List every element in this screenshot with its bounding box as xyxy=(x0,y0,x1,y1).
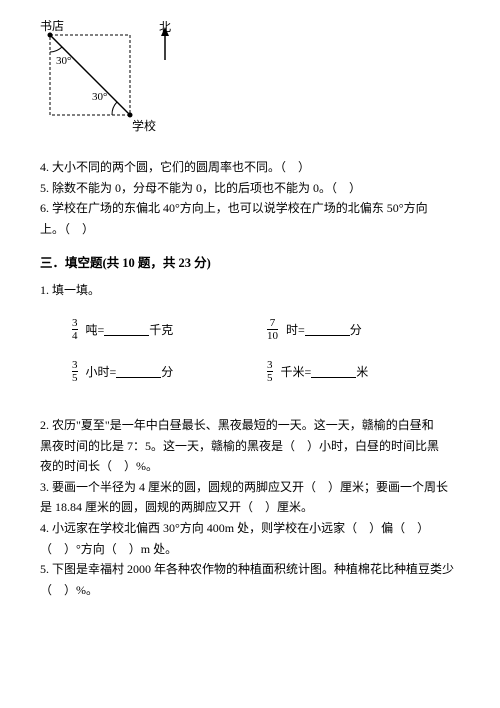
fill-q3-line2: 是 18.84 厘米的圆，圆规的两脚应又开（ ）厘米。 xyxy=(40,498,460,517)
fill-q3-line1: 3. 要画一个半径为 4 厘米的圆，圆规的两脚应又开（ ）厘米；要画一个周长 xyxy=(40,478,460,497)
unit-label: 吨= xyxy=(86,321,105,338)
north-label: 北 xyxy=(159,20,171,34)
angle2-label: 30° xyxy=(92,91,107,103)
school-label: 学校 xyxy=(132,118,156,133)
fill-q2-line2: 黑夜时间的比是 7：5。这一天，赣榆的黑夜是（ ）小时，白昼的时间比黑 xyxy=(40,437,460,456)
fill-q5-line1: 5. 下图是幸福村 2000 年各种农作物的种植面积统计图。种植棉花比种植豆类少 xyxy=(40,560,460,579)
unit-label: 分 xyxy=(350,321,362,338)
section3-title: 三．填空题(共 10 题，共 23 分) xyxy=(40,252,460,271)
unit-label: 小时= xyxy=(86,363,117,380)
unit-label: 米 xyxy=(356,363,368,380)
tf-q5: 5. 除数不能为 0，分母不能为 0，比的后项也不能为 0。（ ） xyxy=(40,179,460,198)
diagram-svg: 30° 30° 书店 学校 北 xyxy=(40,20,200,140)
blank-input[interactable] xyxy=(104,323,149,336)
blank-input[interactable] xyxy=(116,365,161,378)
fill-q5-line2: （ ）%。 xyxy=(40,581,460,600)
fill-item-2: 35 小时= 分 xyxy=(40,360,265,384)
fill-q4-line1: 4. 小远家在学校北偏西 30°方向 400m 处，则学校在小远家（ ）偏（ ） xyxy=(40,519,460,538)
tf-q6-line1: 6. 学校在广场的东偏北 40°方向上，也可以说学校在广场的北偏东 50°方向 xyxy=(40,199,460,218)
fill-row-1: 34 吨= 千克 710 时= 分 xyxy=(40,318,460,342)
bookstore-label: 书店 xyxy=(40,20,64,33)
fill-item-3: 35 千米= 米 xyxy=(265,360,460,384)
fill-q1: 1. 填一填。 xyxy=(40,281,460,300)
fill-item-0: 34 吨= 千克 xyxy=(40,318,265,342)
fill-q2-line1: 2. 农历"夏至"是一年中白昼最长、黑夜最短的一天。这一天，赣榆的白昼和 xyxy=(40,416,460,435)
fill-row-2: 35 小时= 分 35 千米= 米 xyxy=(40,360,460,384)
unit-label: 时= xyxy=(286,321,305,338)
fill-item-1: 710 时= 分 xyxy=(265,318,460,342)
blank-input[interactable] xyxy=(305,323,350,336)
fill-q2-line3: 夜的时间长（ ）%。 xyxy=(40,457,460,476)
exam-page: 30° 30° 书店 学校 北 4. 大小不同的两个圆，它们的圆周率也不同。（ … xyxy=(0,0,500,621)
blank-input[interactable] xyxy=(311,365,356,378)
tf-q6-line2: 上。（ ） xyxy=(40,220,460,239)
tf-q4: 4. 大小不同的两个圆，它们的圆周率也不同。（ ） xyxy=(40,158,460,177)
angle1-label: 30° xyxy=(56,55,71,67)
direction-diagram: 30° 30° 书店 学校 北 xyxy=(40,20,460,140)
unit-label: 千米= xyxy=(281,363,312,380)
unit-label: 千克 xyxy=(149,321,173,338)
fill-q4-line2: （ ）°方向（ ）m 处。 xyxy=(40,540,460,559)
unit-label: 分 xyxy=(161,363,173,380)
